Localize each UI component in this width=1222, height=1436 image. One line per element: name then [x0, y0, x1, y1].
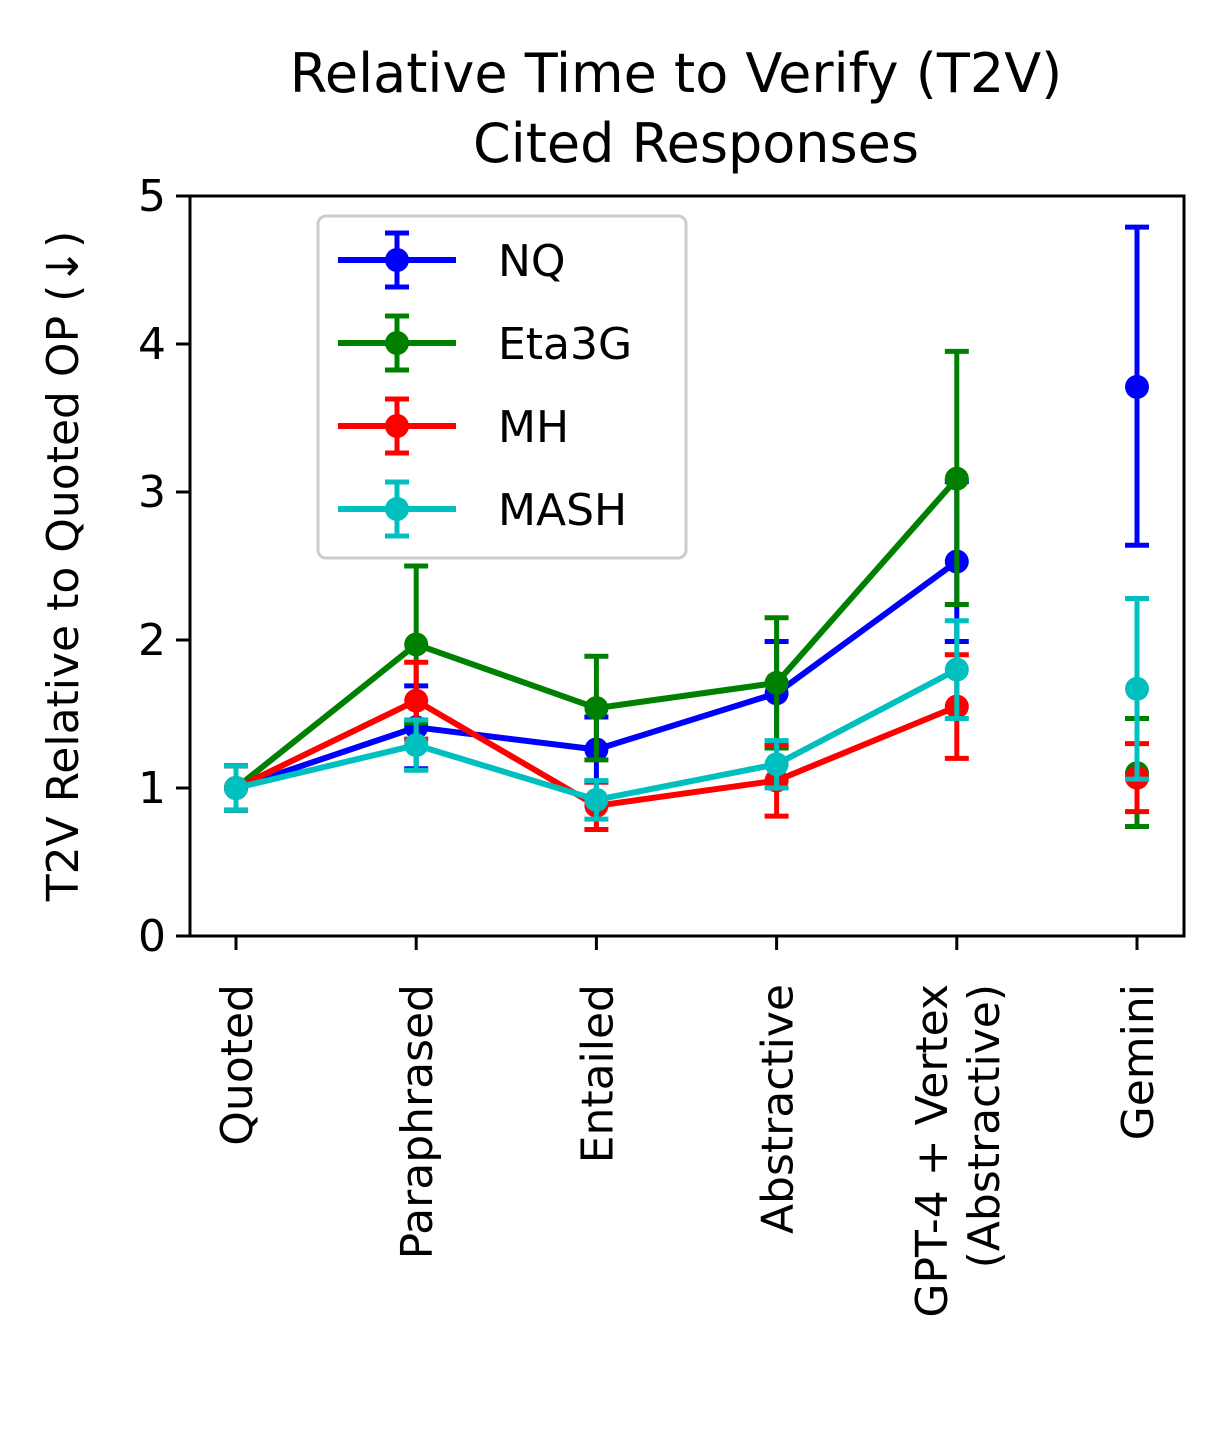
x-tick-label: Abstractive	[753, 984, 804, 1234]
legend: NQ Eta3G MH MASH	[316, 214, 688, 560]
legend-entry-eta3g: Eta3G	[338, 313, 632, 373]
legend-marker	[385, 248, 409, 272]
legend-box	[316, 214, 688, 560]
y-tick-label: 3	[138, 467, 166, 518]
data-point-mash	[944, 657, 969, 682]
legend-entry-mh: MH	[338, 396, 569, 456]
chart-title-line-2: Cited Responses	[473, 112, 919, 175]
data-point-nq	[1125, 374, 1149, 399]
chart-title-line-1: Relative Time to Verify (T2V)	[290, 42, 1062, 105]
y-tick-label: 5	[138, 171, 166, 222]
data-point-mash	[764, 752, 789, 777]
data-point-eta3g	[764, 670, 789, 695]
data-point-mash	[404, 733, 429, 758]
y-tick-label: 2	[138, 615, 166, 666]
data-point-mh	[404, 688, 429, 713]
legend-marker	[385, 414, 409, 438]
plot-area	[224, 224, 1149, 832]
series-mash	[224, 596, 1149, 822]
data-point-eta3g	[944, 466, 969, 491]
x-tick-label: GPT-4 + Vertex	[907, 984, 958, 1318]
y-tick-label: 4	[138, 319, 166, 370]
axes: 0 1 2 3 4 5 Quoted Paraphrased Entailed Abstracti…	[138, 171, 1186, 1318]
y-tick-label: 1	[138, 763, 166, 814]
data-point-eta3g	[404, 632, 429, 657]
data-point-mash	[1125, 676, 1149, 701]
y-axis-label: T2V Relative to Quoted OP (↓)	[38, 231, 89, 903]
legend-label: NQ	[498, 236, 566, 287]
data-point-eta3g	[584, 696, 609, 721]
legend-label: MASH	[498, 485, 627, 536]
x-tick-label: Gemini	[1113, 984, 1164, 1140]
legend-entry-nq: NQ	[338, 230, 566, 290]
data-point-mash	[224, 776, 248, 800]
legend-label: Eta3G	[498, 319, 632, 370]
x-tick-label: Entailed	[572, 984, 623, 1163]
legend-label: MH	[498, 402, 569, 453]
x-tick-label: Paraphrased	[392, 984, 443, 1259]
x-tick-label: (Abstractive)	[959, 984, 1010, 1268]
y-tick-label: 0	[138, 911, 166, 962]
x-tick-label: Quoted	[212, 984, 263, 1146]
plot-frame	[188, 194, 1186, 938]
legend-marker	[385, 331, 409, 355]
legend-marker	[385, 497, 409, 521]
data-point-mash	[584, 787, 609, 812]
legend-entry-mash: MASH	[338, 479, 627, 539]
